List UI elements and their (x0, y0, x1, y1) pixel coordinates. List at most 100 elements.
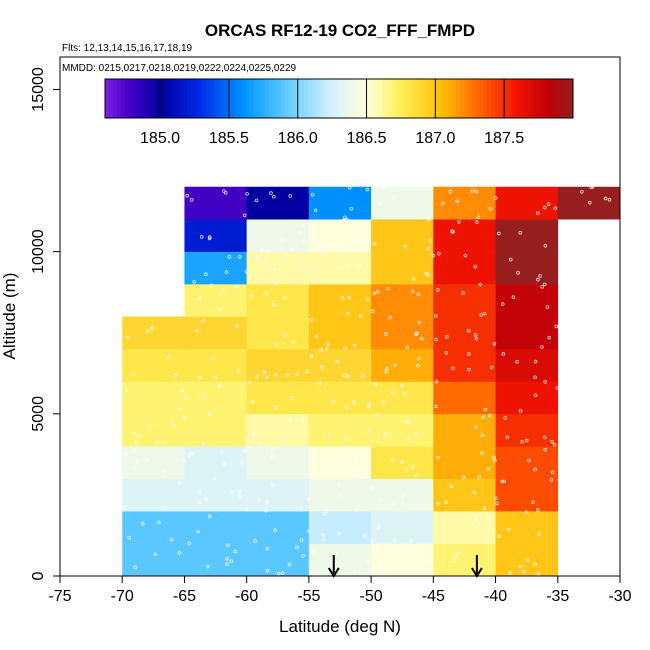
sample-point (189, 198, 194, 202)
sample-point (587, 200, 592, 205)
x-tick-label: -30 (608, 588, 631, 605)
heatmap-cell (184, 511, 247, 544)
sample-point (145, 457, 149, 462)
sample-point (179, 388, 184, 393)
colorbar-segment (335, 79, 340, 118)
colorbar-segment (440, 79, 445, 118)
sample-point (272, 194, 276, 199)
colorbar-segment (225, 79, 231, 118)
sample-point (315, 276, 319, 281)
sample-point (271, 483, 275, 487)
sample-point (434, 404, 438, 409)
sample-point (212, 476, 217, 481)
colorbar-segment (175, 79, 180, 118)
heatmap-cell (246, 511, 310, 544)
sample-point (301, 553, 305, 558)
sample-point (520, 440, 524, 444)
colorbar-segment (171, 79, 176, 118)
sample-point (271, 302, 276, 307)
colorbar-segment (272, 79, 277, 118)
colorbar-segment (128, 79, 133, 118)
sample-point (280, 238, 284, 243)
colorbar-segment (541, 79, 547, 118)
sample-point (319, 347, 323, 352)
sample-point (533, 359, 538, 364)
colorbar-segment (323, 79, 328, 118)
sample-point (360, 475, 364, 480)
sample-point (269, 191, 273, 195)
colorbar-segment (300, 79, 305, 118)
sample-point (291, 340, 296, 344)
sample-point (257, 497, 261, 502)
sample-point (207, 236, 212, 241)
heatmap-cell (246, 478, 310, 512)
sample-point (437, 251, 441, 256)
colorbar-segment (514, 79, 519, 118)
sample-point (343, 215, 347, 220)
colorbar-segment (229, 79, 235, 118)
sample-point (243, 449, 247, 453)
y-axis: 0 5000 10000 15000 (30, 67, 60, 580)
sample-point (550, 470, 555, 475)
colorbar-segment (565, 79, 570, 118)
sample-point (244, 269, 249, 274)
colorbar-segment (284, 79, 289, 118)
sample-point (305, 369, 309, 374)
sample-point (535, 211, 540, 215)
sample-point (140, 522, 145, 526)
sample-point (400, 501, 405, 506)
sample-point (234, 323, 239, 328)
heatmap-cell (184, 284, 247, 317)
sample-point (331, 399, 335, 404)
sample-point (390, 457, 395, 462)
colorbar-segment (491, 79, 496, 118)
heatmap-cell (184, 348, 247, 382)
heatmap-cell (184, 316, 247, 350)
colorbar-segment (280, 79, 285, 118)
sample-points (122, 185, 612, 576)
sample-point (372, 241, 377, 246)
sample-point (493, 196, 498, 200)
sample-point (543, 447, 548, 452)
sample-point (416, 363, 420, 368)
sample-point (451, 366, 455, 371)
colorbar-segment (502, 79, 508, 118)
sample-point (508, 257, 513, 262)
colorbar-segment (405, 79, 410, 118)
sample-point (479, 313, 483, 317)
colorbar-segment (112, 79, 118, 118)
sample-point (187, 453, 192, 457)
colorbar-tick-label: 185.0 (140, 130, 180, 147)
sample-point (522, 569, 526, 574)
sample-point (537, 532, 541, 537)
sample-point (221, 288, 225, 293)
colorbar-segment (159, 79, 164, 118)
heatmap-cell (433, 348, 496, 382)
x-axis-label: Latitude (deg N) (279, 617, 401, 636)
sample-point (276, 571, 281, 576)
sample-point (487, 515, 492, 520)
sample-point (549, 478, 554, 482)
sample-point (352, 570, 357, 574)
sample-point (326, 342, 330, 347)
colorbar-segment (366, 79, 371, 118)
plot-frame (59, 56, 621, 577)
sample-point (287, 562, 292, 567)
heatmap-cell (495, 251, 559, 285)
sample-point (547, 335, 552, 340)
heatmap-cell (246, 543, 310, 576)
sample-point (417, 356, 421, 361)
sample-point (476, 215, 481, 219)
sample-point (343, 373, 347, 378)
colorbar-segment (456, 79, 461, 118)
sample-point (400, 460, 404, 465)
colorbar-tick-label: 185.5 (209, 130, 249, 147)
colorbar-segment (549, 79, 554, 118)
sample-point (132, 448, 136, 453)
heatmap-cell (433, 186, 496, 220)
sample-point (474, 425, 479, 429)
heatmap-cell (495, 511, 559, 544)
colorbar-segment (327, 79, 332, 118)
sample-point (275, 342, 280, 347)
sample-point (378, 201, 383, 206)
